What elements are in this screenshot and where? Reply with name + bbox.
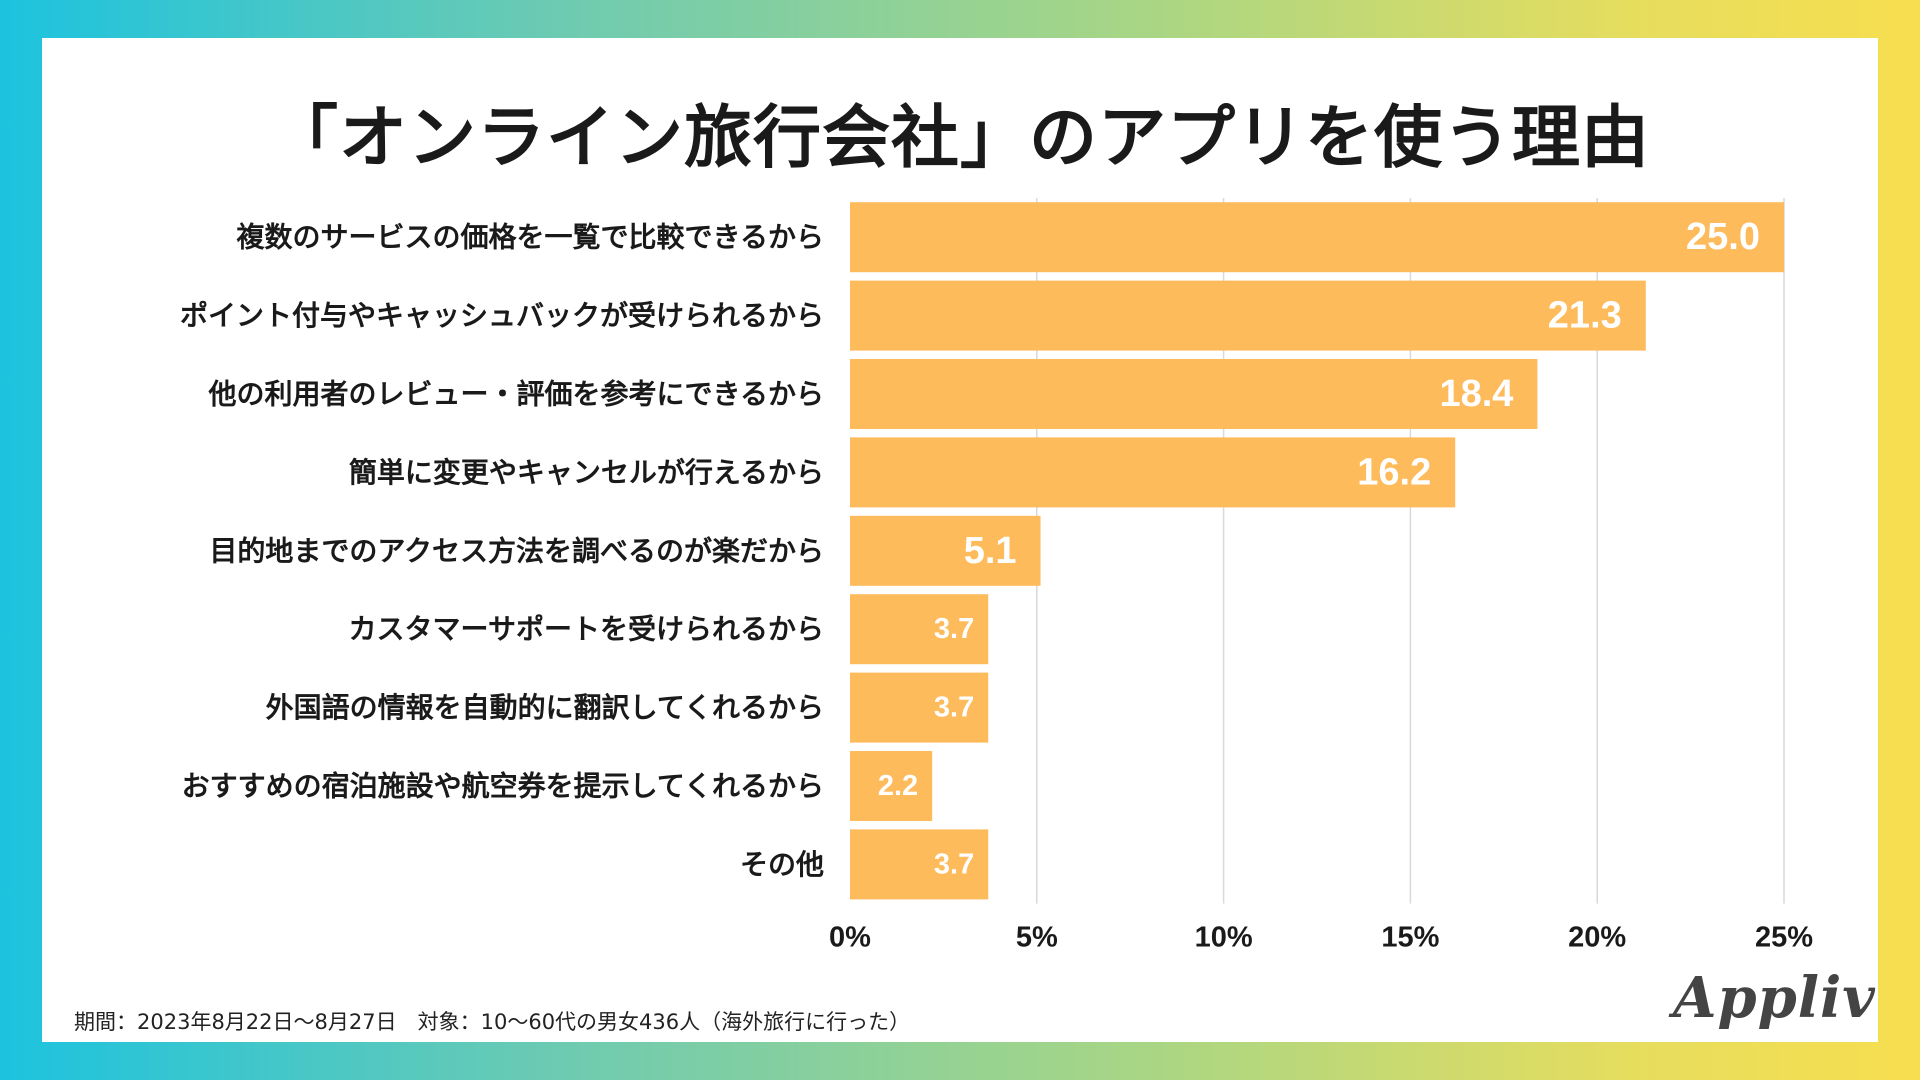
x-tick-label: 10% [1195,922,1253,954]
category-label: 簡単に変更やキャンセルが行えるから [349,456,824,489]
bar-value-label: 3.7 [934,848,974,880]
appliv-logo: Appliv [1673,965,1876,1031]
bar-value-label: 18.4 [1439,373,1513,415]
category-label: 目的地までのアクセス方法を調べるのが楽だから [209,534,824,567]
bar-value-label: 25.0 [1686,216,1760,258]
bar [850,672,989,743]
category-label: 外国語の情報を自動的に翻訳してくれるから [266,691,824,724]
x-tick-label: 25% [1755,922,1813,954]
bar-chart: 25.0 複数のサービスの価格を一覧で比較できるから 21.3 ポイント付与やキャッシ… [180,198,1813,954]
bar-value-label: 3.7 [934,692,974,724]
bar [850,359,1538,429]
bar-value-label: 5.1 [964,530,1017,572]
bar [850,515,1041,586]
category-label: 複数のサービスの価格を一覧で比較できるから [237,221,824,254]
bar [850,829,989,900]
footnote: 期間：2023年8月22日〜8月27日 対象：10〜60代の男女436人（海外旅… [74,1010,911,1034]
x-tick-label: 5% [1016,922,1058,954]
bar [850,202,1784,273]
x-tick-label: 20% [1568,922,1626,954]
category-label: カスタマーサポートを受けられるから [349,613,824,646]
category-label: ポイント付与やキャッシュバックが受けられるから [180,299,824,332]
chart-card: 「オンライン旅行会社」のアプリを使う理由 25.0 複数のサービスの価格を一覧で比… [42,38,1878,1042]
bar-value-label: 21.3 [1548,295,1622,337]
x-tick-label: 15% [1381,922,1439,954]
bar-value-label: 2.2 [878,770,918,802]
bar [850,280,1646,351]
category-label: 他の利用者のレビュー・評価を参考にできるから [208,378,824,411]
bar [850,594,989,665]
category-label: その他 [740,848,824,881]
chart-title: 「オンライン旅行会社」のアプリを使う理由 [269,99,1650,178]
bar [850,437,1456,508]
bar-value-label: 16.2 [1357,451,1431,493]
category-label: おすすめの宿泊施設や航空券を提示してくれるから [182,770,824,803]
bar-value-label: 3.7 [934,613,974,645]
bar [850,751,933,821]
x-tick-label: 0% [829,922,871,954]
